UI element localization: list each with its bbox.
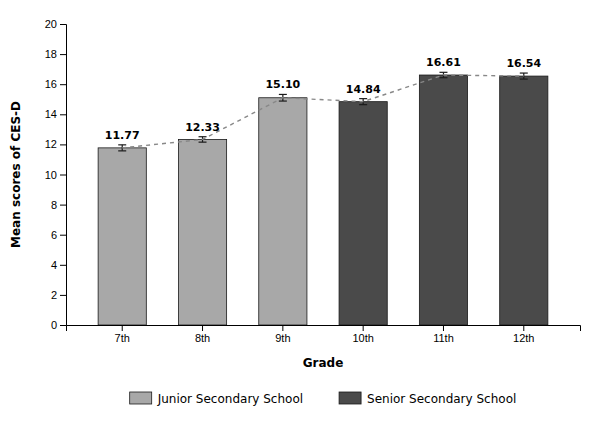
error-bar (520, 73, 528, 79)
x-tick-label: 7th (115, 332, 130, 344)
x-tick: 7th (115, 325, 130, 344)
error-bar-cap (439, 72, 447, 73)
error-bar-cap (279, 100, 287, 101)
bar (419, 75, 467, 325)
y-tick: 18 (45, 48, 66, 60)
legend-item: Junior Secondary School (130, 392, 303, 406)
y-tick: 16 (45, 78, 66, 90)
x-axis-title: Grade (303, 356, 344, 370)
x-tick: 8th (195, 325, 210, 344)
y-axis-line (60, 25, 67, 326)
y-tick: 14 (45, 108, 66, 120)
error-bar-cap (118, 150, 126, 151)
legend-label: Junior Secondary School (157, 392, 303, 406)
error-bar-cap (439, 77, 447, 78)
error-bar-cap (520, 78, 528, 79)
y-tick-mark (60, 325, 66, 326)
x-tick-mark (202, 325, 203, 331)
bar (259, 98, 307, 325)
error-bar-cap (199, 142, 207, 143)
y-axis-title: Mean scores of CES-D (9, 101, 23, 248)
y-tick-mark (60, 265, 66, 266)
bar-series (98, 94, 307, 325)
x-axis: 7th 8th 9th 10th 11th 12th (67, 325, 581, 344)
bar (339, 102, 387, 325)
y-tick: 8 (51, 199, 66, 211)
x-tick-mark (443, 325, 444, 331)
y-tick-mark (60, 24, 66, 25)
y-tick-label: 10 (45, 169, 57, 181)
legend: Junior Secondary School Senior Secondary … (130, 392, 517, 406)
y-tick-mark (60, 144, 66, 145)
error-bar-cap (199, 136, 207, 137)
y-tick: 6 (51, 229, 66, 241)
y-tick-label: 20 (45, 18, 57, 30)
data-label: 11.77 (105, 129, 140, 142)
x-tick: 10th (352, 325, 373, 344)
bar (500, 76, 548, 325)
x-tick-label: 8th (195, 332, 210, 344)
legend-swatch (339, 392, 361, 404)
x-tick-mark (363, 325, 364, 331)
x-tick: 11th (433, 325, 454, 344)
y-tick-label: 12 (45, 138, 57, 150)
x-tick-label: 9th (275, 332, 290, 344)
chart: 0 2 4 6 8 10 12 14 16 18 20 7th 8th 9th 10th 11th 12th 11… (0, 0, 600, 425)
x-tick-label: 12th (513, 332, 534, 344)
y-tick-label: 18 (45, 48, 57, 60)
error-bar-cap (279, 94, 287, 95)
y-tick-mark (60, 175, 66, 176)
bar (98, 148, 146, 325)
trend-line (122, 75, 524, 148)
y-tick-label: 14 (45, 108, 57, 120)
y-axis: 0 2 4 6 8 10 12 14 16 18 20 (45, 18, 67, 331)
error-bar-cap (118, 144, 126, 145)
y-tick-mark (60, 205, 66, 206)
data-label: 15.10 (265, 78, 300, 91)
x-tick-mark (122, 325, 123, 331)
y-tick: 10 (45, 169, 66, 181)
x-tick: 12th (513, 325, 534, 344)
y-tick: 4 (51, 259, 66, 271)
y-tick-label: 6 (51, 229, 57, 241)
error-bar-cap (520, 72, 528, 73)
legend-label: Senior Secondary School (367, 392, 516, 406)
bar (178, 139, 226, 325)
y-tick-label: 0 (51, 319, 57, 331)
y-tick-mark (60, 84, 66, 85)
data-labels: 11.77 12.33 15.10 14.84 16.61 16.54 (105, 56, 542, 142)
y-tick-label: 2 (51, 289, 57, 301)
legend-item: Senior Secondary School (339, 392, 516, 406)
plot-area (98, 72, 548, 325)
x-tick-mark (523, 325, 524, 331)
y-tick: 0 (51, 319, 66, 331)
y-tick-label: 8 (51, 199, 57, 211)
y-tick-mark (60, 54, 66, 55)
data-label: 14.84 (346, 83, 381, 96)
data-label: 16.61 (426, 56, 461, 69)
x-tick-label: 11th (433, 332, 454, 344)
x-tick: 9th (275, 325, 290, 344)
y-tick-label: 4 (51, 259, 57, 271)
y-tick-label: 16 (45, 78, 57, 90)
y-tick-mark (60, 114, 66, 115)
error-bar-cap (359, 104, 367, 105)
data-label: 16.54 (506, 57, 541, 70)
y-tick: 2 (51, 289, 66, 301)
x-axis-line (67, 326, 581, 332)
x-tick-label: 10th (352, 332, 373, 344)
data-label: 12.33 (185, 121, 220, 134)
y-tick: 20 (45, 18, 66, 30)
y-tick: 12 (45, 138, 66, 150)
x-tick-mark (282, 325, 283, 331)
legend-swatch (130, 392, 152, 404)
bar-series (339, 72, 548, 325)
y-tick-mark (60, 235, 66, 236)
y-tick-mark (60, 295, 66, 296)
error-bar-cap (359, 98, 367, 99)
